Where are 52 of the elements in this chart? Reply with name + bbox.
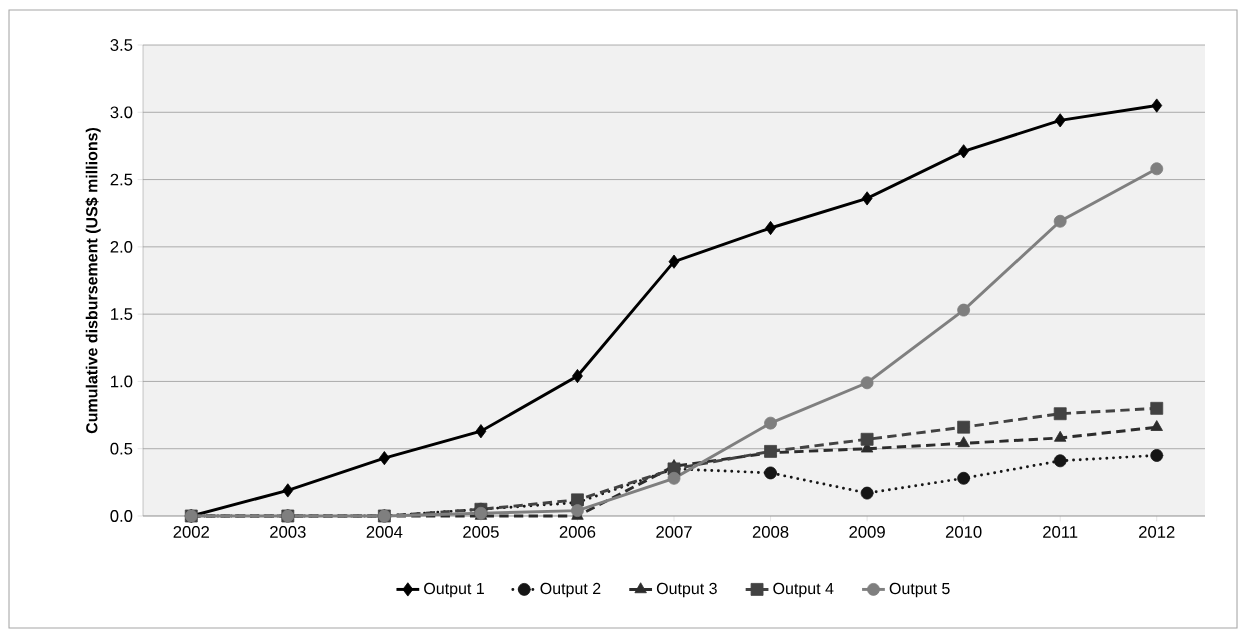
legend-label: Output 2 [540, 582, 601, 598]
point [1054, 113, 1066, 128]
point [958, 144, 970, 159]
x-tick-label: 2003 [270, 526, 306, 538]
point [957, 303, 971, 317]
x-tick-label: 2005 [463, 526, 499, 538]
point [571, 504, 584, 518]
point [764, 466, 777, 480]
point [1151, 98, 1163, 113]
x-tick-label: 2006 [559, 526, 596, 538]
point [957, 436, 970, 448]
y-tick-label: 1.5 [111, 308, 133, 320]
point [475, 424, 487, 439]
point [860, 432, 874, 446]
legend-label: Output 3 [656, 582, 717, 598]
point [860, 486, 874, 500]
point [1053, 454, 1067, 468]
point [1150, 449, 1164, 462]
x-tick-label: 2002 [173, 526, 209, 538]
x-tick-label: 2012 [1139, 526, 1175, 538]
point [764, 416, 777, 430]
y-tick-label: 3.5 [110, 39, 133, 51]
point [667, 471, 681, 485]
point [1150, 401, 1164, 415]
point [957, 420, 971, 434]
x-tick-label: 2007 [656, 526, 692, 538]
legend-label: Output 1 [424, 582, 484, 598]
y-tick-label: 2.5 [110, 173, 133, 186]
y-tick-label: 0.5 [110, 442, 133, 455]
point [668, 254, 680, 269]
point [861, 191, 873, 206]
x-tick-label: 2010 [945, 526, 982, 538]
x-tick-label: 2008 [752, 526, 789, 538]
point [860, 376, 874, 390]
legend-label: Output 5 [889, 582, 950, 598]
point [1150, 162, 1164, 176]
point [1053, 214, 1067, 228]
x-tick-label: 2004 [366, 526, 403, 538]
y-tick-label: 0.0 [110, 510, 133, 522]
point [282, 483, 294, 498]
y-tick-label: 2.0 [110, 240, 133, 253]
x-tick-label: 2011 [1043, 526, 1078, 538]
y-tick-label: 3.0 [110, 106, 133, 119]
legend-label: Output 4 [773, 582, 834, 598]
y-tick-label: 1.0 [111, 375, 133, 388]
point [957, 471, 971, 485]
point [1150, 420, 1163, 431]
point [1053, 407, 1067, 421]
point [1054, 430, 1067, 442]
x-tick-label: 2009 [849, 526, 885, 538]
y-axis-title: Cumulative disbursement (US$ millions) [85, 127, 101, 434]
point [378, 451, 390, 466]
